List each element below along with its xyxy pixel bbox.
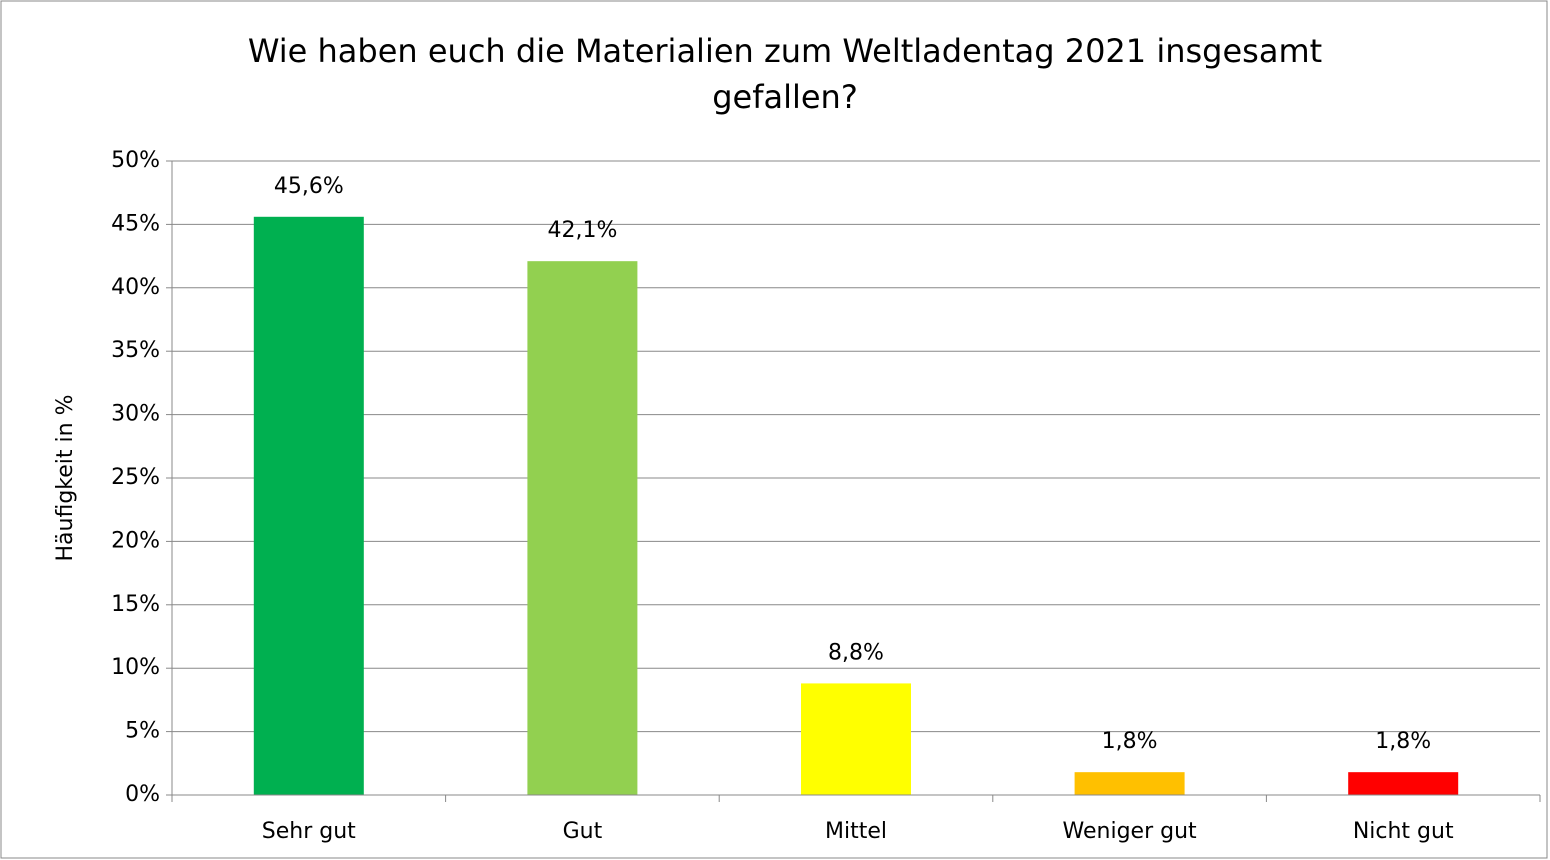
x-tick-label: Gut (563, 819, 603, 844)
y-tick-label: 25% (111, 465, 160, 490)
y-tick-label: 10% (111, 655, 160, 680)
y-tick-label: 20% (111, 528, 160, 553)
x-tick-label: Weniger gut (1063, 819, 1198, 844)
y-tick-label: 50% (111, 148, 160, 173)
x-tick-label: Mittel (825, 819, 887, 844)
y-tick-label: 0% (125, 782, 160, 807)
x-tick-label: Sehr gut (262, 819, 356, 844)
chart-title: Wie haben euch die Materialien zum Weltl… (247, 32, 1323, 116)
data-label: 42,1% (547, 218, 617, 243)
y-tick-label: 15% (111, 592, 160, 617)
y-tick-label: 5% (125, 719, 160, 744)
data-label: 8,8% (828, 640, 884, 665)
y-tick-label: 40% (111, 275, 160, 300)
y-axis-label: Häufigkeit in % (53, 395, 78, 562)
y-tick-label: 45% (111, 211, 160, 236)
data-label: 1,8% (1375, 729, 1431, 754)
bar (801, 683, 911, 795)
data-label: 1,8% (1102, 729, 1158, 754)
y-tick-label: 30% (111, 402, 160, 427)
bar (1074, 772, 1185, 795)
x-tick-label: Nicht gut (1353, 819, 1454, 844)
bar (527, 261, 638, 795)
data-label: 45,6% (274, 174, 344, 199)
bar (253, 216, 364, 796)
y-tick-label: 35% (111, 338, 160, 363)
bar (1348, 772, 1459, 795)
